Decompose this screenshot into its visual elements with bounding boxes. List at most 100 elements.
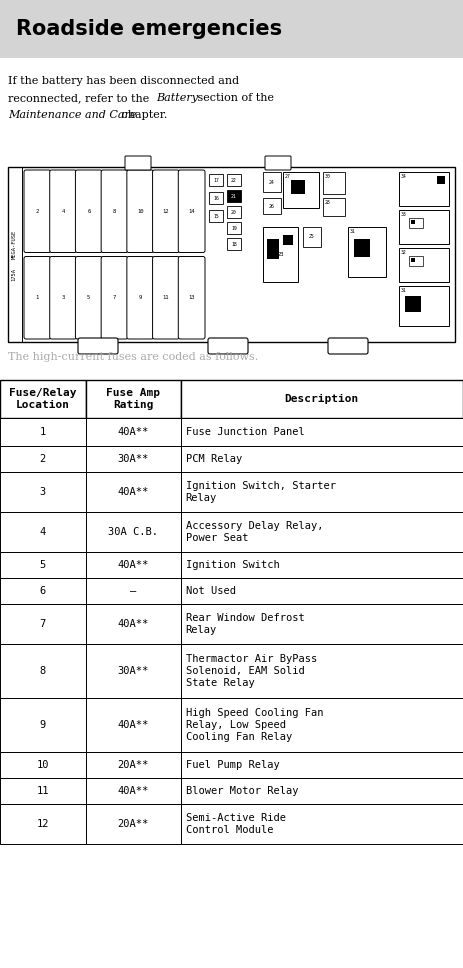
Bar xyxy=(411,258,415,262)
Bar xyxy=(86,778,181,804)
Text: 3: 3 xyxy=(62,295,65,300)
Bar xyxy=(181,446,463,472)
Bar xyxy=(399,210,449,244)
Text: 31: 31 xyxy=(401,288,407,293)
Text: Battery: Battery xyxy=(156,93,198,103)
Bar xyxy=(86,472,181,512)
FancyBboxPatch shape xyxy=(125,156,151,170)
Text: 175A: 175A xyxy=(12,268,17,281)
Bar xyxy=(181,472,463,512)
Text: 40A**: 40A** xyxy=(118,427,149,437)
Text: 18: 18 xyxy=(231,241,237,247)
Text: PCM Relay: PCM Relay xyxy=(186,454,242,464)
Bar xyxy=(0,644,86,698)
Bar xyxy=(0,778,86,804)
Bar xyxy=(303,227,321,247)
Text: 11: 11 xyxy=(163,295,169,300)
FancyBboxPatch shape xyxy=(178,257,205,339)
Text: 20A**: 20A** xyxy=(118,819,149,829)
Text: Not Used: Not Used xyxy=(186,586,236,596)
Bar xyxy=(405,296,421,312)
Bar xyxy=(181,778,463,804)
FancyBboxPatch shape xyxy=(50,170,76,253)
Text: 12: 12 xyxy=(163,209,169,214)
Bar xyxy=(0,752,86,778)
Text: High Speed Cooling Fan
Relay, Low Speed
Cooling Fan Relay: High Speed Cooling Fan Relay, Low Speed … xyxy=(186,709,323,741)
Bar xyxy=(0,472,86,512)
Text: 4: 4 xyxy=(62,209,65,214)
Text: MEGA-FUSE: MEGA-FUSE xyxy=(12,229,17,259)
Text: 6: 6 xyxy=(40,586,46,596)
FancyBboxPatch shape xyxy=(178,170,205,253)
Text: Description: Description xyxy=(285,394,359,404)
Bar xyxy=(267,239,279,259)
Text: 1: 1 xyxy=(40,427,46,437)
Bar xyxy=(227,238,241,250)
Bar xyxy=(0,804,86,844)
Text: 40A**: 40A** xyxy=(118,560,149,570)
Text: 12: 12 xyxy=(37,819,49,829)
Text: 31: 31 xyxy=(350,229,356,234)
Text: 40A**: 40A** xyxy=(118,786,149,796)
Text: 27: 27 xyxy=(285,174,291,179)
Bar xyxy=(181,604,463,644)
FancyBboxPatch shape xyxy=(24,257,51,339)
Text: If the battery has been disconnected and: If the battery has been disconnected and xyxy=(8,76,239,86)
Text: 21: 21 xyxy=(231,194,237,198)
Bar xyxy=(348,227,386,277)
Bar xyxy=(227,174,241,186)
Bar xyxy=(209,210,223,222)
Text: 15: 15 xyxy=(213,214,219,219)
FancyBboxPatch shape xyxy=(101,257,128,339)
Bar xyxy=(0,446,86,472)
Bar xyxy=(263,198,281,214)
FancyBboxPatch shape xyxy=(24,170,51,253)
Text: 19: 19 xyxy=(231,226,237,230)
FancyBboxPatch shape xyxy=(75,257,102,339)
Text: 9: 9 xyxy=(40,720,46,730)
Bar xyxy=(8,167,455,342)
Text: Fuse Junction Panel: Fuse Junction Panel xyxy=(186,427,304,437)
Bar xyxy=(181,698,463,752)
Bar xyxy=(181,552,463,578)
Text: 20: 20 xyxy=(231,209,237,215)
Bar xyxy=(0,698,86,752)
FancyBboxPatch shape xyxy=(153,257,179,339)
Text: 7: 7 xyxy=(113,295,116,300)
Bar xyxy=(181,578,463,604)
Text: 22: 22 xyxy=(231,177,237,183)
Text: 10: 10 xyxy=(37,760,49,770)
Bar xyxy=(291,180,305,194)
Bar xyxy=(227,190,241,202)
Bar xyxy=(209,192,223,204)
Text: 1: 1 xyxy=(36,295,39,300)
FancyBboxPatch shape xyxy=(101,170,128,253)
Text: Ignition Switch, Starter
Relay: Ignition Switch, Starter Relay xyxy=(186,481,336,502)
Text: Ignition Switch: Ignition Switch xyxy=(186,560,279,570)
Text: Thermactor Air ByPass
Solenoid, EAM Solid
State Relay: Thermactor Air ByPass Solenoid, EAM Soli… xyxy=(186,654,317,687)
Text: 30A**: 30A** xyxy=(118,454,149,464)
Bar xyxy=(86,698,181,752)
Text: 23: 23 xyxy=(277,252,284,257)
Bar xyxy=(181,418,463,446)
Bar xyxy=(86,752,181,778)
Bar xyxy=(263,172,281,192)
Bar xyxy=(86,446,181,472)
Text: 4: 4 xyxy=(40,527,46,537)
Text: 40A**: 40A** xyxy=(118,720,149,730)
Text: 2: 2 xyxy=(36,209,39,214)
Bar xyxy=(283,172,319,208)
Text: 6: 6 xyxy=(87,209,90,214)
Text: chapter.: chapter. xyxy=(118,110,168,120)
Bar xyxy=(181,644,463,698)
Text: 5: 5 xyxy=(87,295,90,300)
Bar xyxy=(354,239,370,257)
Text: section of the: section of the xyxy=(194,93,274,103)
Text: 40A**: 40A** xyxy=(118,619,149,629)
Text: Blower Motor Relay: Blower Motor Relay xyxy=(186,786,298,796)
Text: 33: 33 xyxy=(401,212,407,217)
FancyBboxPatch shape xyxy=(127,257,154,339)
Bar xyxy=(437,176,445,184)
FancyBboxPatch shape xyxy=(265,156,291,170)
Text: 10: 10 xyxy=(137,209,144,214)
